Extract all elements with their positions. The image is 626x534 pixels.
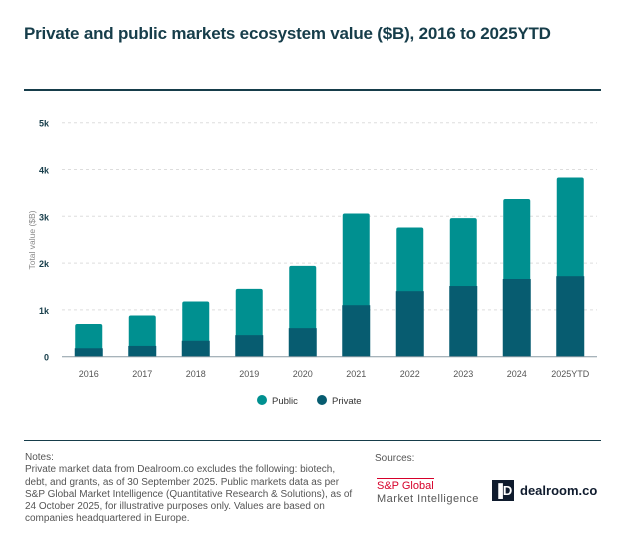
legend-dot-public: [257, 395, 267, 405]
bar-public: [182, 301, 210, 343]
bar-public: [75, 323, 103, 351]
legend-dot-private: [317, 395, 327, 405]
bar-private: [128, 345, 157, 357]
chart-title: Private and public markets ecosystem val…: [24, 24, 551, 43]
bar-public: [342, 213, 370, 308]
x-tick-label: 2019: [239, 369, 259, 379]
y-tick-label: 2k: [39, 259, 50, 269]
dealroom-logo-icon: ▐D: [492, 480, 514, 501]
y-tick-label: 0: [44, 353, 49, 363]
y-tick-label: 5k: [39, 119, 50, 129]
bar-private: [74, 348, 103, 357]
x-tick-label: 2016: [79, 369, 99, 379]
bar-private: [235, 335, 264, 357]
x-tick-label: 2018: [186, 369, 206, 379]
x-tick-label: 2023: [453, 369, 473, 379]
bar-public: [235, 288, 263, 338]
y-tick-label: 3k: [39, 212, 50, 222]
bar-private: [181, 340, 210, 357]
legend-label-private: Private: [332, 396, 362, 407]
bar-private: [342, 305, 371, 357]
bar-private: [395, 291, 424, 357]
bar-private: [288, 328, 317, 357]
bar-private: [502, 279, 531, 357]
top-divider: [24, 89, 601, 91]
bar-public: [128, 315, 156, 348]
x-tick-label: 2022: [400, 369, 420, 379]
y-axis-label: Total value ($B): [27, 210, 37, 269]
notes-text: Private market data from Dealroom.co exc…: [25, 464, 353, 525]
sp-global-logo: S&P Global Market Intelligence: [377, 478, 479, 506]
x-tick-label: 2021: [346, 369, 366, 379]
x-tick-label: 2024: [507, 369, 527, 379]
sources-heading: Sources:: [375, 453, 415, 464]
bottom-divider: [24, 440, 601, 441]
dealroom-logo: ▐D dealroom.co: [492, 480, 597, 501]
bar-private: [556, 276, 585, 357]
bar-public: [396, 227, 424, 294]
sp-logo-line1: S&P Global: [377, 478, 434, 492]
bar-public: [289, 265, 317, 331]
bar-public: [449, 218, 477, 289]
dealroom-logo-text: dealroom.co: [520, 483, 598, 498]
stacked-bar-chart: 0 1k 2k 3k 4k 5k Total value ($B) 2016 2017 2018 2…: [27, 119, 597, 407]
bar-public: [556, 177, 584, 279]
x-tick-label: 2020: [293, 369, 313, 379]
sp-logo-line2: Market Intelligence: [377, 493, 479, 505]
y-tick-label: 4k: [39, 166, 50, 176]
bar-private: [449, 286, 478, 357]
y-tick-label: 1k: [39, 306, 50, 316]
x-tick-label: 2025YTD: [551, 369, 590, 379]
x-tick-label: 2017: [132, 369, 152, 379]
notes-heading: Notes:: [25, 452, 54, 463]
notes: Notes: Private market data from Dealroom…: [25, 452, 355, 526]
bar-public: [503, 198, 531, 282]
legend-label-public: Public: [272, 396, 298, 407]
